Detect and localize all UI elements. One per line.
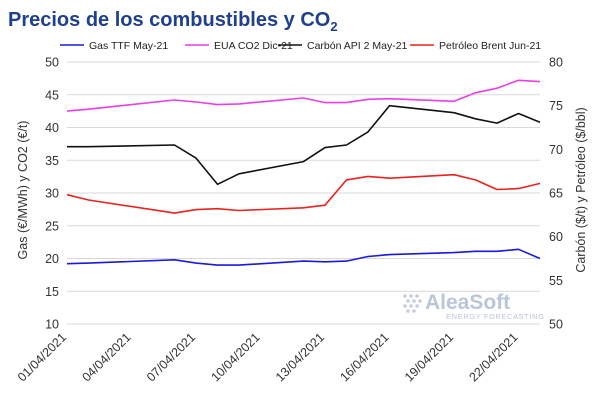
x-tick-label: 22/04/2021 <box>466 330 520 384</box>
y-right-tick-label: 60 <box>549 230 563 244</box>
series-lines <box>66 79 541 266</box>
x-tick-label: 13/04/2021 <box>273 330 327 384</box>
legend-label: Gas TTF May-21 <box>89 40 168 52</box>
aleasoft-logo-icon <box>403 294 422 313</box>
y-right-tick-label: 80 <box>549 56 563 70</box>
chart-title: Precios de los combustibles y CO2 <box>8 9 338 34</box>
legend: Gas TTF May-21 EUA CO2 Dic-21 Carbón API 2… <box>60 40 541 52</box>
y-left-tick-label: 40 <box>45 121 59 135</box>
y-left-tick-label: 10 <box>45 318 59 332</box>
y-axis-left-title: Gas (€/MWh) y CO2 (€/t) <box>16 121 30 260</box>
y-right-tick-label: 70 <box>549 143 563 157</box>
y-left-tick-label: 45 <box>45 88 59 102</box>
watermark-brand: AleaSoft <box>425 291 510 314</box>
y-left-tick-label: 25 <box>45 219 59 233</box>
y-axis-right-title: Carbón ($/t) y Petróleo ($/bbl) <box>574 107 588 272</box>
x-tick-label: 16/04/2021 <box>337 330 391 384</box>
legend-label: EUA CO2 Dic-21 <box>214 40 293 52</box>
legend-label: Petróleo Brent Jun-21 <box>439 40 541 52</box>
y-left-tick-label: 30 <box>45 187 59 201</box>
y-left-tick-label: 15 <box>45 285 59 299</box>
series-line <box>66 79 541 112</box>
gridlines <box>67 61 540 325</box>
x-tick-label: 19/04/2021 <box>402 330 456 384</box>
y-left-tick-label: 35 <box>45 154 59 168</box>
axes: 10 15 20 25 30 35 40 45 50 50 55 60 65 70 75 80 01/04/20… <box>15 56 563 385</box>
y-left-tick-label: 50 <box>45 56 59 70</box>
x-tick-label: 07/04/2021 <box>144 330 198 384</box>
y-right-tick-label: 50 <box>549 318 563 332</box>
series-line <box>67 104 541 186</box>
watermark-tagline: ENERGY FORECASTING <box>446 312 545 321</box>
x-tick-label: 10/04/2021 <box>208 330 262 384</box>
y-right-tick-label: 55 <box>549 274 563 288</box>
y-left-tick-label: 20 <box>45 252 59 266</box>
x-tick-label: 01/04/2021 <box>15 330 69 384</box>
series-line <box>66 248 541 266</box>
aleasoft-watermark: AleaSoft ENERGY FORECASTING <box>403 291 544 321</box>
y-right-tick-label: 75 <box>549 99 563 113</box>
legend-label: Carbón API 2 May-21 <box>307 40 408 52</box>
x-tick-label: 04/04/2021 <box>79 330 133 384</box>
y-right-tick-label: 65 <box>549 187 563 201</box>
series-line <box>66 173 541 214</box>
